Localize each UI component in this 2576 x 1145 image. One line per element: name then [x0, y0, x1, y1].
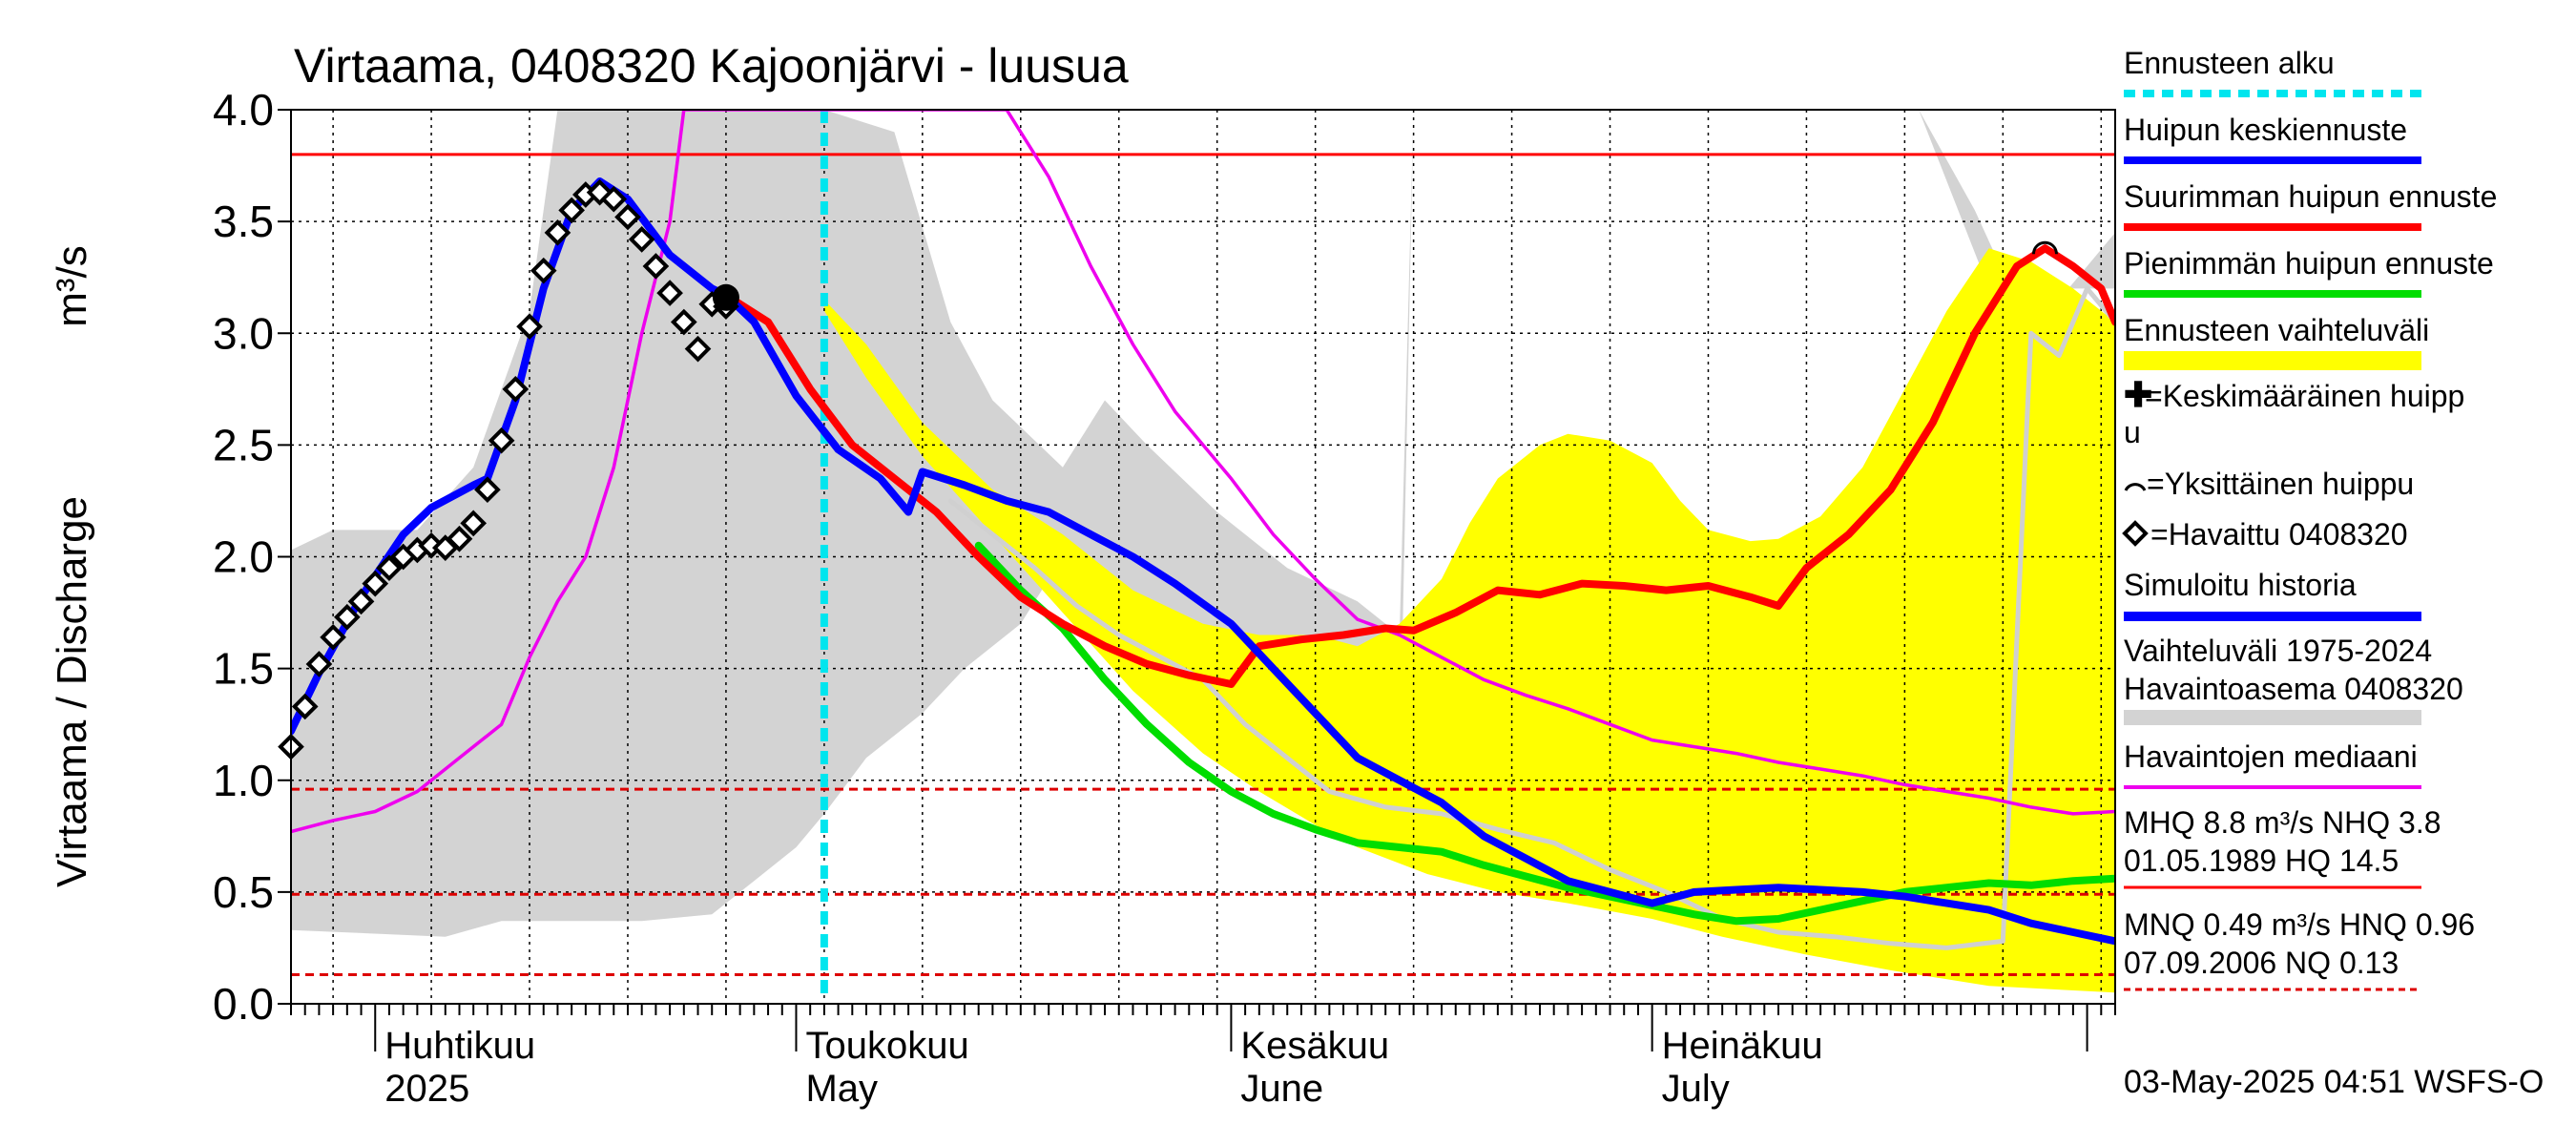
observed-point — [614, 203, 641, 231]
observed-point — [347, 588, 375, 615]
legend-mean-peak-label-cont: u — [2124, 415, 2141, 449]
x-month-label: Heinäkuu — [1662, 1025, 1823, 1067]
x-month-label: Huhtikuu — [384, 1025, 535, 1067]
x-month-label: Toukokuu — [805, 1025, 968, 1067]
legend-stats-high-label: MHQ 8.8 m³/s NHQ 3.8 — [2124, 805, 2441, 840]
observed-point — [362, 570, 389, 597]
observed-point — [516, 313, 543, 341]
observed-point — [460, 510, 488, 537]
y-tick-label: 0.5 — [213, 867, 274, 917]
chart-title: Virtaama, 0408320 Kajoonjärvi - luusua — [294, 39, 1129, 93]
arc-icon — [2124, 483, 2147, 491]
series-line-pienimmän-huipun-ennuste — [974, 541, 2115, 926]
y-tick-label: 2.0 — [213, 532, 274, 582]
series-line-huipun-keskiennuste — [721, 291, 2115, 946]
legend-swatch — [2124, 710, 2421, 725]
y-tick-label: 3.0 — [213, 308, 274, 358]
observed-point — [376, 554, 403, 582]
legend-single-peak-label: =Yksittäinen huippu — [2147, 467, 2414, 501]
legend-label: Pienimmän huipun ennuste — [2124, 246, 2494, 281]
observed-point — [530, 257, 557, 284]
forecast-range-band — [823, 248, 2115, 993]
observed-point — [446, 525, 473, 552]
observed-point — [320, 624, 346, 651]
plot-area — [278, 109, 2116, 1005]
observed-point — [670, 308, 697, 336]
y-tick-label: 0.0 — [213, 979, 274, 1029]
legend-hist-range-label-cont: Havaintoasema 0408320 — [2124, 672, 2463, 706]
observed-point — [600, 185, 628, 213]
legend-median-label: Havaintojen mediaani — [2124, 739, 2418, 774]
footer-timestamp: 03-May-2025 04:51 WSFS-O — [2124, 1064, 2544, 1100]
observed-point — [305, 651, 333, 677]
single-peak-marker — [2031, 240, 2058, 255]
legend-stats-low-label: MNQ 0.49 m³/s HNQ 0.96 — [2124, 907, 2475, 942]
svg-text:m³/s: m³/s — [49, 245, 95, 327]
y-axis-label: Virtaama / Discharge — [49, 496, 95, 887]
y-axis-unit: m³/s — [49, 245, 95, 327]
x-month-label: Kesäkuu — [1240, 1025, 1389, 1067]
observed-point — [684, 335, 712, 363]
legend-hist-range-label: Vaihteluväli 1975-2024 — [2124, 634, 2432, 668]
observed-point — [488, 427, 515, 454]
legend-stats-high-label-cont: 01.05.1989 HQ 14.5 — [2124, 843, 2399, 878]
legend-stats-low-label-cont: 07.09.2006 NQ 0.13 — [2124, 946, 2399, 980]
y-tick-label: 4.0 — [213, 85, 274, 135]
series-line-forecast-trace-grey- — [947, 285, 2115, 950]
observed-point — [291, 693, 319, 720]
observed-point — [656, 280, 683, 306]
x-month-sublabel: May — [805, 1068, 878, 1110]
y-tick-label: 3.5 — [213, 197, 274, 246]
observed-point — [474, 476, 501, 504]
legend-simulated-label: Simuloitu historia — [2124, 568, 2357, 602]
observed-point — [642, 253, 670, 280]
y-tick-label: 1.5 — [213, 644, 274, 694]
observed-point — [544, 219, 571, 246]
observed-point — [502, 375, 530, 403]
legend-label: Ennusteen vaihteluväli — [2124, 313, 2429, 347]
series-line-havaintojen-mediaani — [291, 110, 2115, 834]
x-month-sublabel: July — [1662, 1068, 1730, 1110]
current-observation-marker — [712, 283, 739, 311]
observed-point — [334, 603, 361, 631]
svg-text:Virtaama / Discharge: Virtaama / Discharge — [49, 496, 95, 887]
observed-point — [628, 226, 655, 253]
observed-point — [558, 197, 585, 224]
x-month-sublabel: June — [1240, 1068, 1323, 1110]
y-tick-label: 2.5 — [213, 420, 274, 469]
legend-swatch — [2124, 351, 2421, 370]
x-month-sublabel: 2025 — [384, 1068, 469, 1110]
series-line-suurimman-huipun-ennuste — [721, 244, 2115, 688]
plus-icon: ✚ — [2124, 375, 2152, 414]
legend-label: Ennusteen alku — [2124, 46, 2335, 80]
legend: Ennusteen alku Huipun keskiennuste Suurimm… — [2122, 46, 2497, 991]
y-tick-label: 1.0 — [213, 756, 274, 805]
legend-mean-peak-label: =Keskimääräinen huipp — [2145, 379, 2464, 413]
diamond-icon — [2122, 520, 2149, 547]
legend-label: Huipun keskiennuste — [2124, 113, 2407, 147]
legend-observed-label: =Havaittu 0408320 — [2150, 517, 2408, 552]
legend-label: Suurimman huipun ennuste — [2124, 179, 2497, 214]
